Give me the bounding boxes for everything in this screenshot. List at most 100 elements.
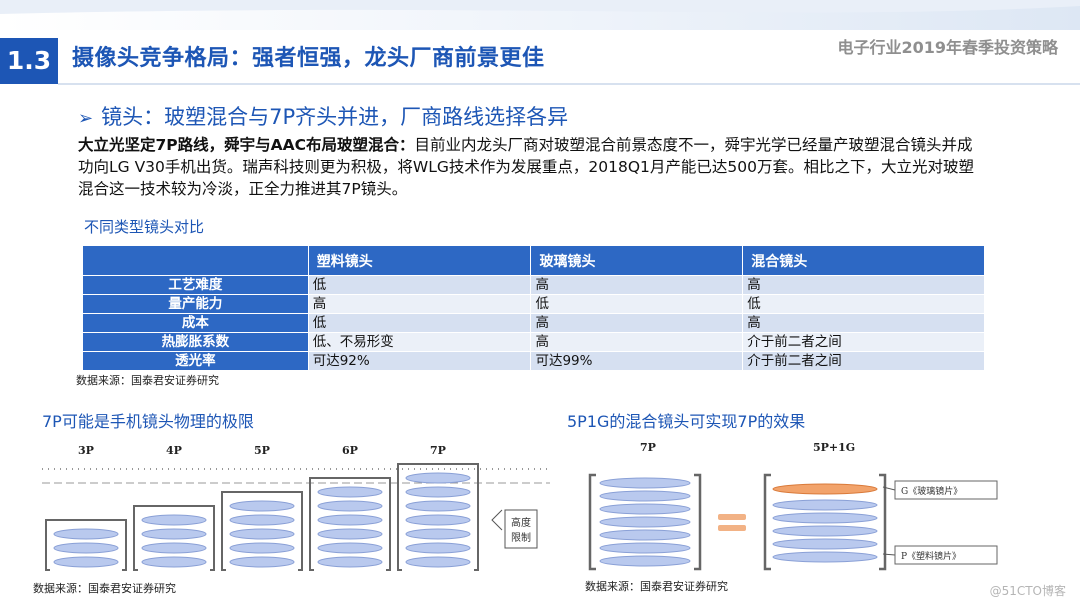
table-source-note: 数据来源：国泰君安证券研究	[76, 374, 219, 387]
plastic-lens	[141, 514, 207, 526]
bullet-heading: ➢ 镜头：玻塑混合与7P齐头并进，厂商路线选择各异	[78, 101, 568, 131]
plastic-lens	[317, 500, 383, 512]
table-cell: 低	[742, 294, 985, 314]
plastic-lens-annotation: P《塑料镜片》	[882, 545, 998, 565]
table-cell: 高	[307, 294, 532, 314]
glass-lens-annotation: G《玻璃镜片》	[882, 480, 998, 500]
stack-bracket	[879, 473, 887, 571]
left-figure-caption: 7P可能是手机镜头物理的极限	[42, 412, 254, 431]
left-figure-source: 数据来源：国泰君安证券研究	[33, 582, 176, 595]
stack-bracket	[210, 505, 215, 571]
table-header-cell	[82, 245, 309, 276]
stack-bracket	[588, 473, 596, 571]
plastic-lens	[599, 516, 691, 528]
plastic-lens	[405, 556, 471, 568]
lens-stack-diagram: 3P 4P 5P 6P 7P 高度 限制	[42, 444, 550, 571]
lens-stack: 3P	[45, 444, 127, 571]
table-caption: 不同类型镜头对比	[84, 218, 205, 236]
label-7p: 7P	[640, 441, 656, 454]
glass-note-text: G《玻璃镜片》	[901, 485, 962, 497]
report-title: 电子行业2019年春季投资策略	[837, 38, 1058, 57]
plastic-lens	[772, 512, 878, 524]
row-label: 量产能力	[82, 294, 309, 314]
hybrid-lens-stack	[763, 473, 887, 571]
glass-lens	[772, 483, 878, 495]
table-row: 量产能力 高 低 低	[82, 294, 985, 314]
plastic-lens	[405, 514, 471, 526]
table-cell: 介于前二者之间	[742, 351, 985, 371]
table-cell: 高	[530, 332, 744, 352]
plastic-lens	[599, 503, 691, 515]
plastic-note-text: P《塑料镜片》	[901, 550, 961, 562]
table-cell: 高	[742, 313, 985, 333]
table-cell: 高	[530, 313, 744, 333]
table-cell: 低、不易形变	[307, 332, 532, 352]
page-title: 摄像头竞争格局：强者恒强，龙头厂商前景更佳	[72, 46, 545, 71]
plastic-lens	[405, 528, 471, 540]
stack-bracket	[122, 519, 127, 571]
plastic-lens	[229, 556, 295, 568]
stack-label: 7P	[430, 444, 446, 457]
plastic-lens	[599, 555, 691, 567]
bullet-text: 镜头：玻塑混合与7P齐头并进，厂商路线选择各异	[101, 105, 569, 129]
stack-bracket	[133, 505, 138, 571]
stack-bracket	[763, 473, 771, 571]
plastic-lens	[317, 556, 383, 568]
plastic-lens	[599, 477, 691, 489]
table-row: 透光率 可达92% 可达99% 介于前二者之间	[82, 351, 985, 371]
watermark: @51CTO博客	[989, 584, 1066, 598]
right-figure-source: 数据来源：国泰君安证券研究	[585, 580, 728, 593]
stack-label: 5P	[254, 444, 270, 457]
label-5p1g: 5P+1G	[813, 441, 855, 454]
table-header-cell: 塑料镜头	[307, 245, 532, 276]
arrow-bullet-icon: ➢	[78, 108, 94, 129]
lens-stack: 5P	[221, 444, 303, 571]
row-label: 成本	[82, 313, 309, 333]
plastic-lens	[229, 542, 295, 554]
title-divider	[58, 83, 1080, 85]
plastic-lens	[772, 538, 878, 550]
stack-bracket	[309, 477, 314, 571]
lens-stack: 6P	[309, 444, 391, 571]
table-cell: 低	[307, 313, 532, 333]
plastic-lens	[53, 542, 119, 554]
table-row: 工艺难度 低 高 高	[82, 275, 985, 295]
stack-bracket	[298, 491, 303, 571]
equals-sign	[718, 514, 746, 531]
table-cell: 高	[530, 275, 744, 295]
section-number-badge: 1.3	[0, 38, 58, 84]
plastic-lens	[317, 514, 383, 526]
header-wave-decoration	[0, 0, 1080, 14]
seven-plastic-lens-stack	[588, 473, 702, 571]
stack-bracket	[474, 463, 479, 571]
row-label: 工艺难度	[82, 275, 309, 295]
table-cell: 介于前二者之间	[742, 332, 985, 352]
stack-bracket	[694, 473, 702, 571]
paragraph-lead: 大立光坚定7P路线，舜宇与AAC布局玻塑混合：	[78, 136, 415, 154]
right-figure-caption: 5P1G的混合镜头可实现7P的效果	[567, 412, 806, 431]
plastic-lens	[317, 528, 383, 540]
table-cell: 可达92%	[307, 351, 532, 371]
table-header-cell: 混合镜头	[742, 245, 985, 276]
row-label: 透光率	[82, 351, 309, 371]
plastic-lens	[772, 525, 878, 537]
hybrid-lens-diagram: 7P 5P+1G G《玻璃镜片》 P《塑料镜片》	[588, 441, 998, 571]
plastic-lens	[405, 472, 471, 484]
body-paragraph: 大立光坚定7P路线，舜宇与AAC布局玻塑混合：目前业内龙头厂商对玻塑混合前景态度…	[78, 134, 978, 200]
plastic-lens	[405, 500, 471, 512]
plastic-lens	[141, 556, 207, 568]
plastic-lens	[405, 486, 471, 498]
stack-bracket	[45, 519, 50, 571]
stack-bracket	[397, 463, 402, 571]
lens-stack: 7P	[397, 444, 479, 571]
plastic-lens	[317, 486, 383, 498]
table-cell: 低	[307, 275, 532, 295]
table-cell: 低	[530, 294, 744, 314]
table-cell: 高	[742, 275, 985, 295]
table-header-cell: 玻璃镜头	[530, 245, 744, 276]
plastic-lens	[229, 514, 295, 526]
plastic-lens	[229, 500, 295, 512]
side-note-line2: 限制	[511, 531, 531, 544]
plastic-lens	[53, 528, 119, 540]
height-limit-note: 高度 限制	[491, 509, 538, 549]
